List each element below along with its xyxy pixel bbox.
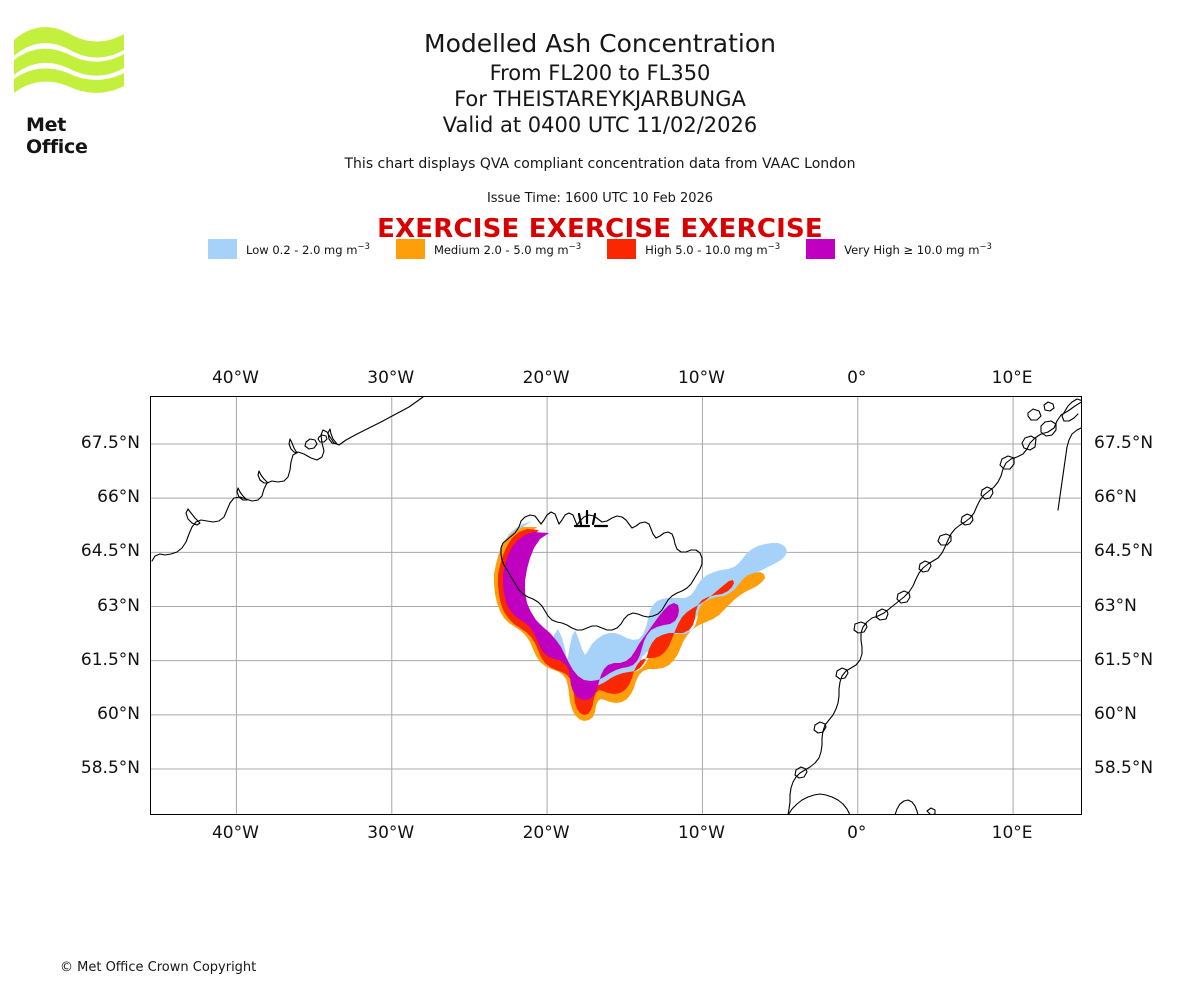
coastline-norway-south bbox=[788, 793, 851, 814]
lon-tick-top: 10°E bbox=[991, 368, 1033, 388]
chart-note: This chart displays QVA compliant concen… bbox=[344, 156, 856, 172]
coastlines bbox=[151, 397, 1081, 814]
met-office-logo-text: Met Office bbox=[26, 114, 88, 158]
volcano-name: For THEISTAREYKJARBUNGA bbox=[454, 87, 746, 111]
map-canvas bbox=[151, 397, 1081, 814]
lat-tick-right: 63°N bbox=[1094, 595, 1137, 616]
legend-label-medium: Medium 2.0 - 5.0 mg m−3 bbox=[433, 241, 582, 257]
ash-plume-contours bbox=[494, 521, 787, 721]
coastline-norway-northeast bbox=[1057, 427, 1081, 511]
copyright-notice: © Met Office Crown Copyright bbox=[60, 960, 257, 975]
volcano-source-marker bbox=[573, 509, 609, 528]
ash-contour-medium bbox=[494, 527, 765, 721]
coastline-norway bbox=[787, 398, 1081, 814]
lat-tick-right: 67.5°N bbox=[1094, 432, 1154, 453]
legend-swatch-medium bbox=[395, 239, 425, 259]
valid-time: Valid at 0400 UTC 11/02/2026 bbox=[442, 113, 758, 137]
met-office-logo: Met Office bbox=[14, 26, 124, 158]
lat-tick-left: 61.5°N bbox=[80, 649, 140, 670]
legend-item-low: Low 0.2 - 2.0 mg m−3 bbox=[208, 239, 370, 259]
lon-tick-bottom: 30°W bbox=[367, 823, 415, 843]
issue-time: Issue Time: 1600 UTC 10 Feb 2026 bbox=[486, 191, 714, 206]
met-office-wave-mark bbox=[14, 27, 124, 93]
lat-tick-right: 60°N bbox=[1094, 703, 1137, 724]
ash-contour-high bbox=[498, 529, 734, 715]
lat-tick-left: 63°N bbox=[97, 595, 140, 616]
page-title: Modelled Ash Concentration bbox=[424, 29, 776, 58]
lon-tick-bottom: 0° bbox=[847, 823, 867, 843]
lat-tick-left: 58.5°N bbox=[80, 758, 140, 779]
legend-label-low: Low 0.2 - 2.0 mg m−3 bbox=[246, 241, 370, 257]
lon-tick-bottom: 20°W bbox=[522, 823, 570, 843]
lat-tick-left: 66°N bbox=[97, 487, 140, 508]
exercise-banner: EXERCISE EXERCISE EXERCISE bbox=[377, 214, 823, 244]
legend-label-high: High 5.0 - 10.0 mg m−3 bbox=[645, 241, 781, 257]
coastline-greenland-islets bbox=[304, 434, 328, 450]
legend-item-very-high: Very High ≥ 10.0 mg m−3 bbox=[806, 239, 992, 259]
coastline-greenland bbox=[151, 397, 424, 562]
lat-tick-right: 61.5°N bbox=[1094, 649, 1154, 670]
lon-tick-top: 40°W bbox=[211, 368, 259, 388]
legend-swatch-high bbox=[607, 239, 637, 259]
coastline-northern-islets bbox=[1027, 401, 1055, 421]
ash-contour-very-high bbox=[503, 532, 679, 700]
coastline-iceland bbox=[500, 511, 703, 631]
flight-level-range: From FL200 to FL350 bbox=[489, 61, 711, 85]
lon-tick-top: 10°W bbox=[677, 368, 725, 388]
legend-item-medium: Medium 2.0 - 5.0 mg m−3 bbox=[395, 239, 582, 259]
ash-contour-low bbox=[495, 521, 787, 715]
map-gridlines bbox=[151, 397, 1081, 814]
ash-concentration-map: 40°W 40°W 30°W 30°W 20°W 20°W 10°W 10°W 0° 0° 10°E… bbox=[81, 368, 1153, 843]
lat-tick-left: 60°N bbox=[97, 703, 140, 724]
lat-tick-right: 64.5°N bbox=[1094, 541, 1154, 562]
legend-label-very-high: Very High ≥ 10.0 mg m−3 bbox=[844, 241, 992, 257]
coastline-denmark bbox=[894, 799, 936, 814]
lat-tick-right: 66°N bbox=[1094, 487, 1137, 508]
lat-tick-right: 58.5°N bbox=[1094, 758, 1154, 779]
map-frame bbox=[150, 396, 1082, 815]
lat-tick-left: 64.5°N bbox=[80, 541, 140, 562]
lon-tick-top: 20°W bbox=[522, 368, 570, 388]
lon-tick-bottom: 40°W bbox=[211, 823, 259, 843]
lon-tick-bottom: 10°W bbox=[677, 823, 725, 843]
page-title-block: Modelled Ash Concentration From FL200 to… bbox=[0, 28, 1200, 138]
legend-swatch-low bbox=[208, 239, 238, 259]
lat-tick-left: 67.5°N bbox=[80, 432, 140, 453]
legend-swatch-very-high bbox=[806, 239, 836, 259]
concentration-legend: Low 0.2 - 2.0 mg m−3 Medium 2.0 - 5.0 mg … bbox=[0, 239, 1200, 259]
lon-tick-top: 30°W bbox=[367, 368, 415, 388]
legend-item-high: High 5.0 - 10.0 mg m−3 bbox=[607, 239, 780, 259]
lon-tick-top: 0° bbox=[847, 368, 867, 388]
lon-tick-bottom: 10°E bbox=[991, 823, 1033, 843]
